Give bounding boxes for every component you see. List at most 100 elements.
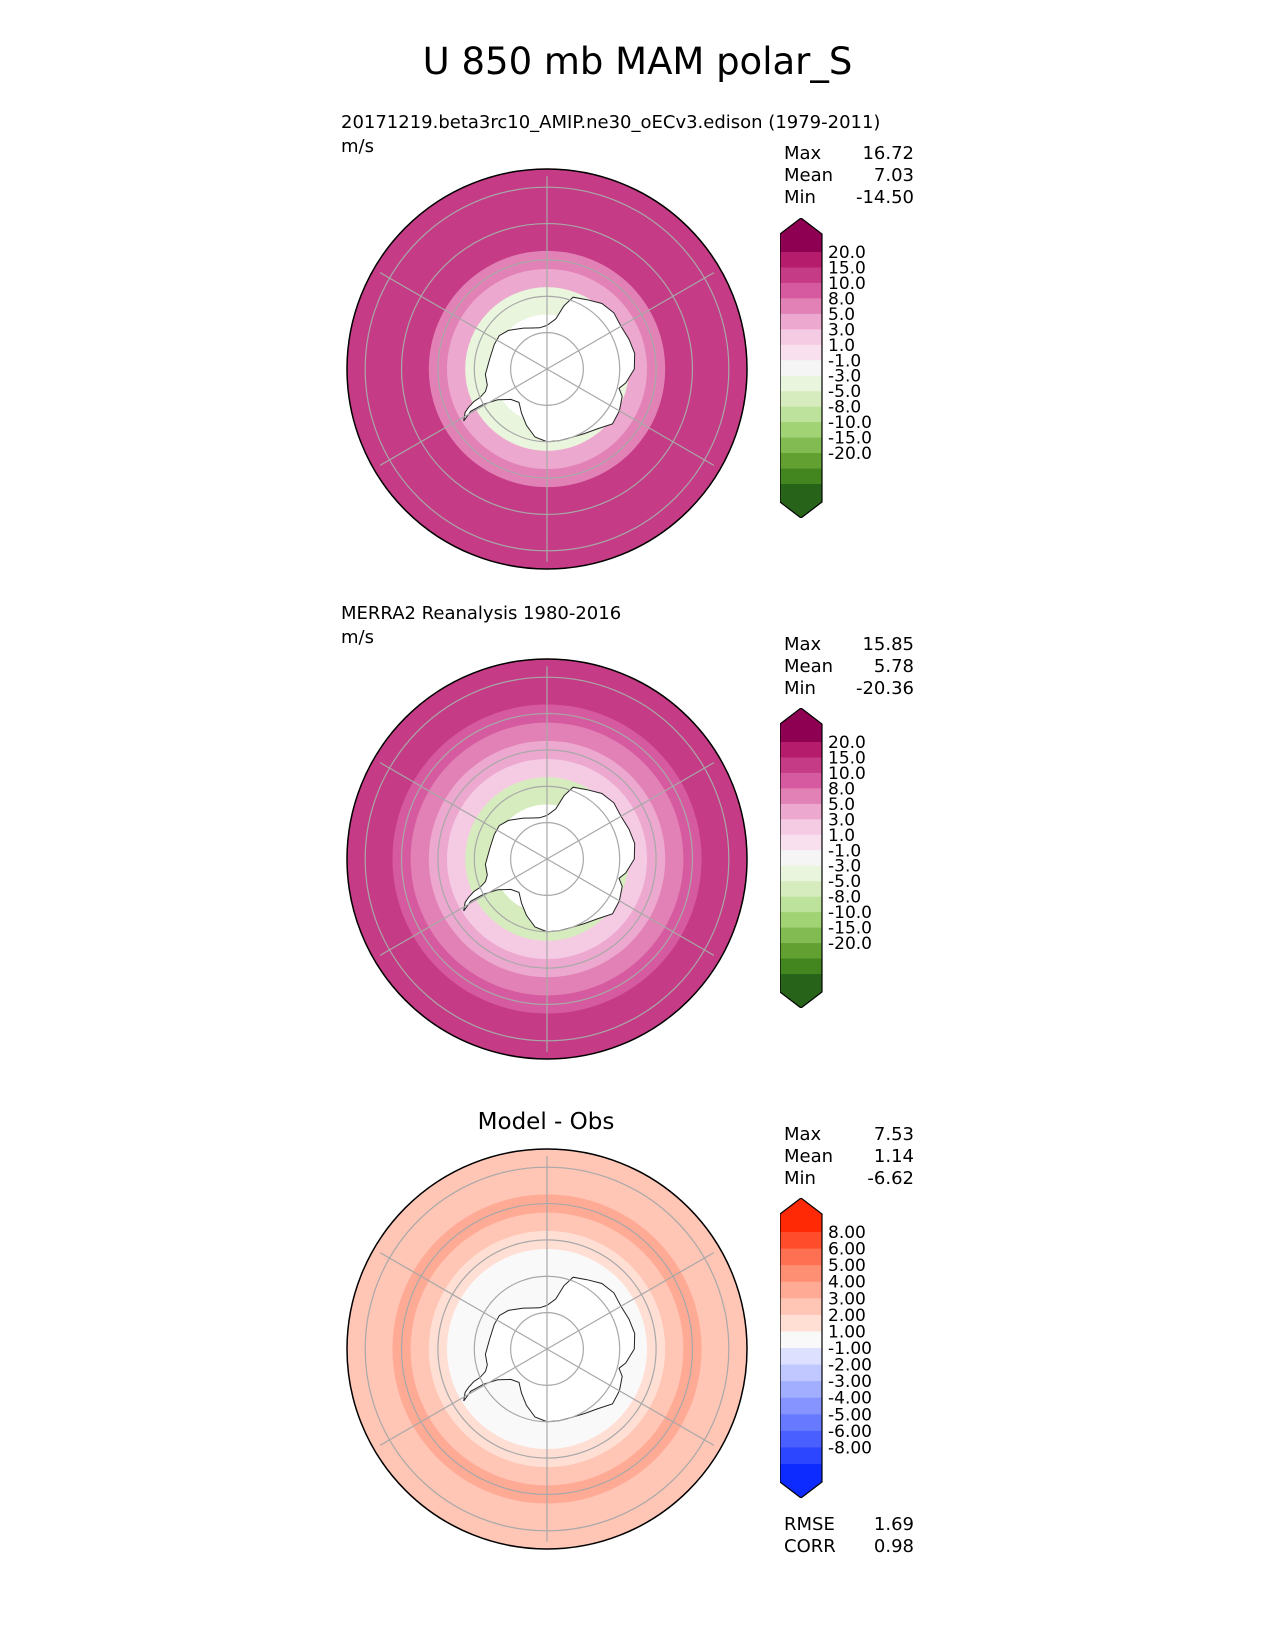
colorbar-segment — [780, 943, 822, 960]
colorbar-tick-label: -8.00 — [828, 1438, 872, 1458]
colorbar-segment — [780, 1447, 822, 1465]
panel-2-units: m/s — [341, 627, 374, 648]
panel-3-title: Model - Obs — [477, 1109, 615, 1135]
colorbar-outline — [780, 708, 823, 1008]
colorbar-tick-label: -15.0 — [828, 919, 872, 939]
colorbar-extend-min — [780, 484, 822, 518]
colorbar-tick-label: 15.0 — [828, 749, 866, 769]
colorbar-segment — [780, 422, 822, 439]
stat-value: -14.50 — [855, 187, 914, 208]
colorbar-outline — [780, 1198, 823, 1498]
longitude-gridline — [379, 1252, 548, 1350]
longitude-gridline — [546, 1252, 715, 1350]
colorbar-tick-label: 1.0 — [828, 336, 855, 356]
panel-1-polar-map — [346, 168, 748, 570]
colorbar-segment — [780, 772, 822, 789]
panel-3-stats: Max 7.53 Mean 1.14 Min -6.62 — [784, 1124, 914, 1190]
panel-2-stats: Max 15.85 Mean 5.78 Min -20.36 — [784, 634, 914, 700]
longitude-gridline — [379, 1348, 548, 1446]
colorbar-segment — [780, 788, 822, 805]
colorbar-tick-label: 8.00 — [828, 1223, 866, 1243]
colorbar-segment — [780, 329, 822, 346]
colorbar-segment — [780, 282, 822, 299]
stat-label: Mean — [784, 1146, 834, 1167]
colorbar-tick-label: -3.00 — [828, 1372, 872, 1392]
colorbar-tick-label: 6.00 — [828, 1240, 866, 1260]
stat-value: -6.62 — [867, 1168, 914, 1189]
colorbar-tick-label: -20.0 — [828, 934, 872, 954]
colorbar-segment — [780, 803, 822, 820]
stat-label: Min — [784, 1168, 816, 1189]
colorbar-segment — [780, 267, 822, 284]
metric-value: 0.98 — [873, 1536, 914, 1557]
colorbar-tick-label: -5.0 — [828, 382, 861, 402]
colorbar-tick-label: -1.0 — [828, 841, 861, 861]
stat-label: Mean — [784, 656, 834, 677]
stat-value: 5.78 — [873, 656, 914, 677]
colorbar-tick-label: 1.0 — [828, 826, 855, 846]
colorbar-segment — [780, 468, 822, 485]
colorbar-segment — [780, 958, 822, 975]
colorbar-segment — [780, 344, 822, 361]
colorbar-segment — [780, 927, 822, 944]
colorbar-tick-label: -6.00 — [828, 1422, 872, 1442]
colorbar-tick-label: 5.00 — [828, 1256, 866, 1276]
stat-value: 7.53 — [873, 1124, 914, 1145]
colorbar-tick-label: 8.0 — [828, 289, 855, 309]
colorbar-segment — [780, 1331, 822, 1349]
colorbar-tick-label: -5.0 — [828, 872, 861, 892]
colorbar-tick-label: -20.0 — [828, 444, 872, 464]
colorbar-tick-label: 15.0 — [828, 259, 866, 279]
colorbar-extend-min — [780, 1464, 822, 1498]
panel-2-polar-map — [346, 658, 748, 1060]
colorbar-tick-label: 8.0 — [828, 779, 855, 799]
colorbar-segment — [780, 406, 822, 423]
longitude-gridline — [379, 762, 548, 860]
longitude-gridline — [379, 368, 548, 466]
longitude-gridline — [546, 858, 715, 956]
colorbar-segment — [780, 252, 822, 269]
colorbar-segment — [780, 437, 822, 454]
colorbar-segment — [780, 819, 822, 836]
colorbar-tick-label: -10.0 — [828, 413, 872, 433]
colorbar-tick-label: 3.0 — [828, 810, 855, 830]
colorbar-segment — [780, 865, 822, 882]
colorbar-extend-max — [780, 1198, 822, 1232]
colorbar-tick-label: -3.0 — [828, 857, 861, 877]
metric-label: RMSE — [784, 1514, 835, 1535]
colorbar-segment — [780, 1348, 822, 1366]
colorbar-segment — [780, 742, 822, 759]
colorbar-extend-max — [780, 708, 822, 742]
colorbar-segment — [780, 360, 822, 377]
longitude-gridline — [546, 272, 715, 370]
colorbar-tick-label: 20.0 — [828, 243, 866, 263]
colorbar-tick-label: -1.00 — [828, 1339, 872, 1359]
longitude-gridline — [546, 368, 715, 466]
longitude-gridline — [546, 1348, 715, 1446]
stat-label: Max — [784, 1124, 822, 1145]
panel-1-colorbar: 20.015.010.08.05.03.01.0-1.0-3.0-5.0-8.0… — [780, 218, 872, 518]
map-boundary — [346, 1148, 748, 1550]
colorbar-segment — [780, 850, 822, 867]
stat-label: Max — [784, 634, 822, 655]
colorbar-segment — [780, 313, 822, 330]
panel-2-title: MERRA2 Reanalysis 1980-2016 — [341, 603, 622, 624]
colorbar-segment — [780, 1430, 822, 1449]
colorbar-segment — [780, 881, 822, 898]
colorbar-segment — [780, 912, 822, 929]
map-boundary — [346, 658, 748, 1060]
figure-title: U 850 mb MAM polar_S — [422, 40, 853, 83]
colorbar-tick-label: -1.0 — [828, 351, 861, 371]
panel-1-title: 20171219.beta3rc10_AMIP.ne30_oECv3.ediso… — [341, 112, 881, 133]
colorbar-tick-label: -3.0 — [828, 367, 861, 387]
stat-value: 7.03 — [873, 165, 914, 186]
colorbar-outline — [780, 218, 823, 518]
colorbar-segment — [780, 1314, 822, 1333]
colorbar-tick-label: -5.00 — [828, 1405, 872, 1425]
stat-label: Min — [784, 678, 816, 699]
colorbar-tick-label: 5.0 — [828, 795, 855, 815]
colorbar-segment — [780, 375, 822, 392]
stat-value: 15.85 — [862, 634, 914, 655]
colorbar-segment — [780, 298, 822, 315]
panel-3-colorbar: 8.006.005.004.003.002.001.00-1.00-2.00-3… — [780, 1198, 872, 1498]
